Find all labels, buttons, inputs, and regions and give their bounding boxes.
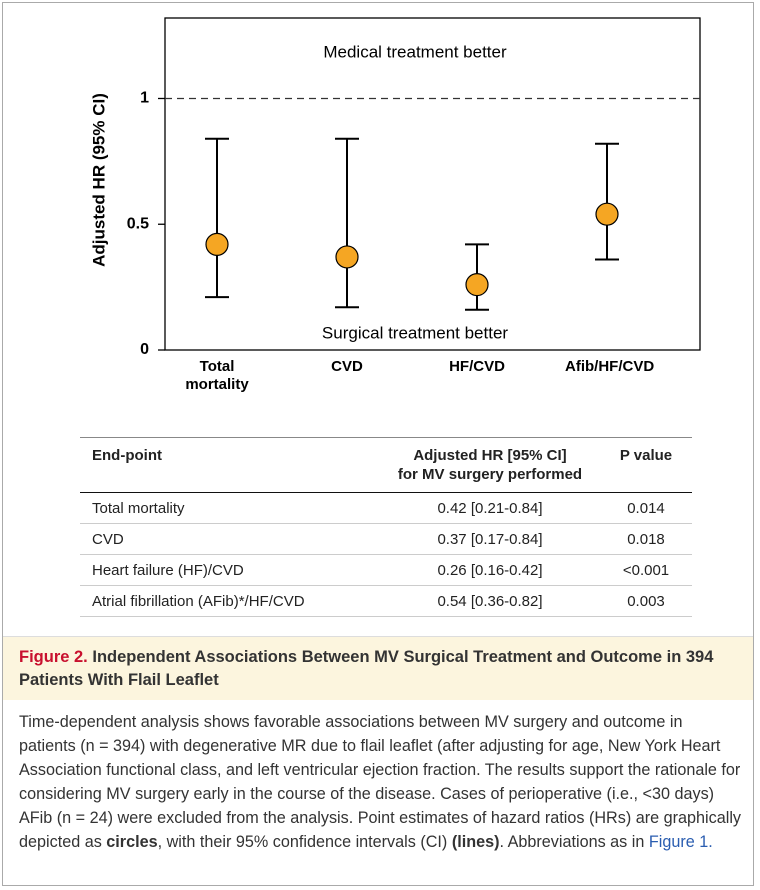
text: . Abbreviations as in (499, 833, 649, 851)
x-tick-label: HF/CVD (449, 358, 505, 375)
chart: Adjusted HR (95% CI) Medical treatment b… (89, 17, 701, 358)
header-line: for MV surgery performed (397, 466, 583, 483)
table-cell: CVD (80, 523, 380, 555)
table-cell: Heart failure (HF)/CVD (80, 554, 380, 586)
table-cell: 0.26 [0.16-0.42] (380, 554, 600, 586)
table-header: End-point Adjusted HR [95% CI] for MV sur… (80, 437, 692, 493)
annotation: Medical treatment better (323, 42, 507, 61)
figure-label: Figure 2. (19, 648, 88, 666)
y-tick-label: 1 (140, 90, 149, 107)
y-tick-label: 0 (140, 341, 149, 358)
point-estimate (335, 245, 359, 269)
text: . (708, 833, 713, 851)
x-tick-label: Total mortality (185, 358, 249, 393)
header-line: Adjusted HR [95% CI] (413, 447, 567, 464)
x-tick-label: CVD (331, 358, 363, 375)
table-row: Total mortality 0.42 [0.21-0.84] 0.014 (80, 492, 692, 524)
point-estimate (205, 232, 229, 256)
caption-title: Figure 2. Independent Associations Betwe… (3, 636, 753, 700)
table-cell: 0.003 (600, 585, 692, 617)
plot-frame (164, 17, 701, 351)
table-row: Heart failure (HF)/CVD 0.26 [0.16-0.42] <0… (80, 554, 692, 586)
y-tick-label: 0.5 (127, 215, 149, 232)
link[interactable]: Figure 1 (648, 833, 709, 851)
table-cell: 0.014 (600, 492, 692, 524)
header-cell: Adjusted HR [95% CI] for MV surgery perfo… (380, 437, 600, 493)
table-cell: Total mortality (80, 492, 380, 524)
header-cell: End-point (80, 437, 380, 493)
figure-title: Independent Associations Between MV Surg… (19, 648, 714, 689)
y-axis-label: Adjusted HR (95% CI) (89, 93, 108, 267)
table-cell: <0.001 (600, 554, 692, 586)
caption-body: Time-dependent analysis shows favorable … (19, 710, 741, 854)
text: (lines) (451, 833, 500, 851)
text: , with their 95% confidence intervals (C… (157, 833, 452, 851)
table-row: Atrial fibrillation (AFib)*/HF/CVD 0.54 [… (80, 585, 692, 617)
table-cell: 0.37 [0.17-0.84] (380, 523, 600, 555)
text: circles (106, 833, 158, 851)
text: Time-dependent analysis shows favorable … (19, 713, 742, 851)
table-cell: 0.54 [0.36-0.82] (380, 585, 600, 617)
x-tick-label: Afib/HF/CVD (565, 358, 655, 375)
table-cell: Atrial fibrillation (AFib)*/HF/CVD (80, 585, 380, 617)
annotation: Surgical treatment better (322, 323, 508, 342)
table-cell: 0.018 (600, 523, 692, 555)
header-cell: P value (600, 437, 692, 493)
point-estimate (465, 273, 489, 297)
table-cell: 0.42 [0.21-0.84] (380, 492, 600, 524)
point-estimate (595, 202, 619, 226)
results-table: End-point Adjusted HR [95% CI] for MV sur… (80, 437, 692, 617)
table-row: CVD 0.37 [0.17-0.84] 0.018 (80, 523, 692, 555)
